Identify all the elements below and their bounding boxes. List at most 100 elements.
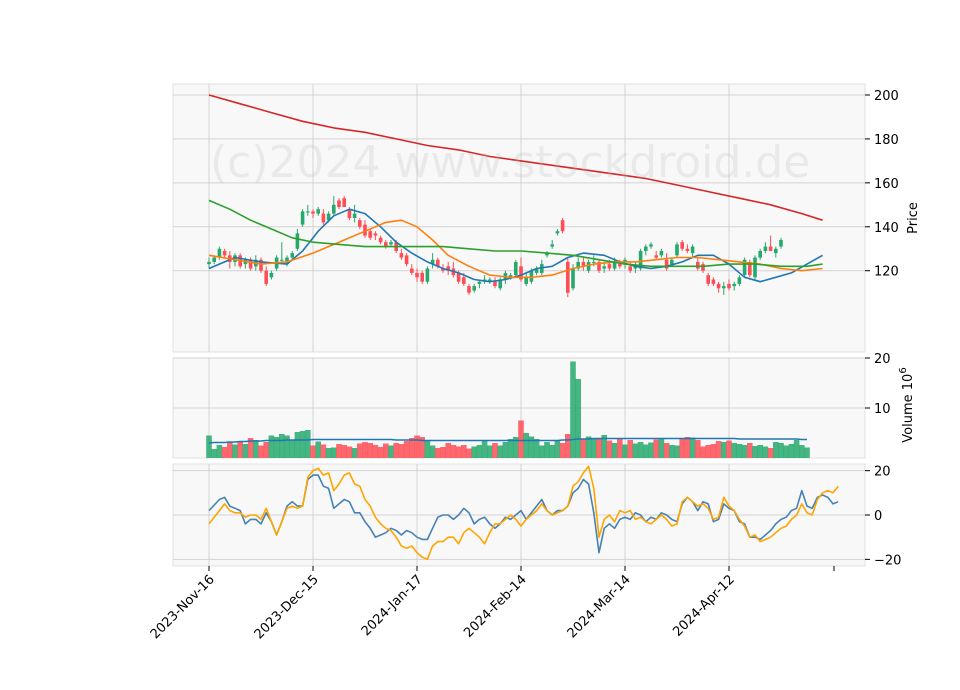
candle-body [680, 242, 684, 249]
volume-bar [648, 442, 654, 458]
volume-bar [289, 439, 295, 458]
volume-bar [398, 444, 405, 458]
candle-body [654, 255, 658, 258]
volume-bar [752, 446, 758, 458]
candle-body [576, 261, 580, 269]
candle-body [748, 261, 752, 276]
volume-bar [258, 445, 264, 458]
volume-bar [736, 444, 743, 458]
volume-bar [528, 436, 535, 458]
candle-body [534, 268, 539, 273]
volume-bar [502, 442, 509, 458]
candle-body [446, 266, 450, 271]
volume-bar [518, 420, 524, 458]
candle-body [384, 242, 388, 247]
candle-body [774, 248, 778, 254]
volume-bar [611, 443, 618, 458]
candle-body [306, 211, 310, 213]
volume-bar [684, 437, 691, 458]
price-ytick-label: 140 [874, 221, 899, 236]
volume-bar [788, 444, 795, 458]
volume-bar [279, 434, 285, 458]
candle-body [722, 286, 726, 289]
volume-bar [455, 446, 462, 458]
candle-body [264, 270, 268, 284]
volume-bar [622, 444, 628, 458]
volume-bar [414, 435, 420, 458]
volume-bar [221, 447, 228, 458]
candle-body [560, 220, 565, 232]
volume-bar [294, 432, 301, 458]
candle-body [690, 246, 695, 254]
candle-body [212, 257, 216, 262]
volume-bar [372, 445, 379, 458]
candle-body [545, 253, 549, 256]
candle-body [727, 283, 731, 289]
candle-body [404, 255, 409, 265]
volume-bar [206, 435, 212, 458]
volume-bar [710, 444, 717, 458]
candle-body [498, 279, 502, 289]
x-tick-label: 2024-Jan-17 [359, 572, 426, 639]
candle-body [233, 255, 237, 262]
x-tick-label: 2023-Nov-16 [148, 572, 218, 642]
volume-bar [299, 431, 306, 458]
x-tick-label: 2024-Feb-14 [461, 572, 530, 641]
volume-bar [388, 445, 394, 458]
candle-body [488, 279, 492, 282]
volume-bar [481, 441, 488, 458]
volume-bar [554, 441, 561, 458]
volume-bar [435, 448, 441, 458]
candle-body [311, 211, 315, 214]
candle-body [248, 259, 253, 269]
candle-body [368, 231, 372, 238]
candle-body [514, 261, 518, 276]
volume-bar [284, 435, 290, 458]
price-ytick-label: 180 [874, 133, 899, 148]
volume-bar [357, 443, 363, 458]
candle-body [462, 277, 466, 284]
candle-body [779, 239, 783, 247]
volume-bar [341, 445, 347, 458]
volume-bar [741, 445, 748, 458]
candle-body [295, 233, 300, 249]
volume-bar [492, 443, 498, 458]
volume-bar [658, 438, 665, 458]
volume-bar [669, 445, 675, 458]
candle-body [280, 259, 284, 261]
price-ma-line [208, 208, 823, 283]
volume-bar [362, 442, 368, 458]
candle-body [555, 231, 560, 234]
candle-body [550, 244, 554, 247]
volume-bar [253, 440, 259, 458]
candle-body [326, 213, 331, 221]
candle-body [571, 268, 575, 289]
candle-body [493, 281, 497, 287]
volume-bar [507, 439, 514, 458]
volume-bar [689, 437, 696, 458]
watermark: (c)2024 www.stockdroid.de [210, 137, 810, 188]
volume-bar [450, 445, 457, 458]
x-axis: 2023-Nov-16 2023-Dec-15 2024-Jan-17 2024-Fe… [148, 566, 835, 642]
candle-body [519, 266, 523, 280]
volume-bar [466, 448, 472, 458]
volume-bar [523, 433, 529, 458]
volume-bar [726, 440, 732, 458]
candle-body [290, 253, 294, 258]
volume-bar [487, 445, 493, 458]
volume-bar [715, 441, 722, 458]
volume-bar [544, 442, 550, 458]
volume-bar [424, 440, 431, 458]
volume-bar [549, 445, 555, 458]
candle-body [222, 250, 227, 256]
candle-body [321, 213, 326, 223]
price-ma-line [208, 199, 823, 268]
volume-bar [533, 439, 540, 458]
volume-bar [429, 445, 436, 458]
candle-body [358, 220, 362, 227]
volume-bar [591, 438, 597, 458]
volume-bar [778, 443, 784, 458]
volume-bar [793, 440, 800, 458]
volume-bar [632, 443, 639, 458]
